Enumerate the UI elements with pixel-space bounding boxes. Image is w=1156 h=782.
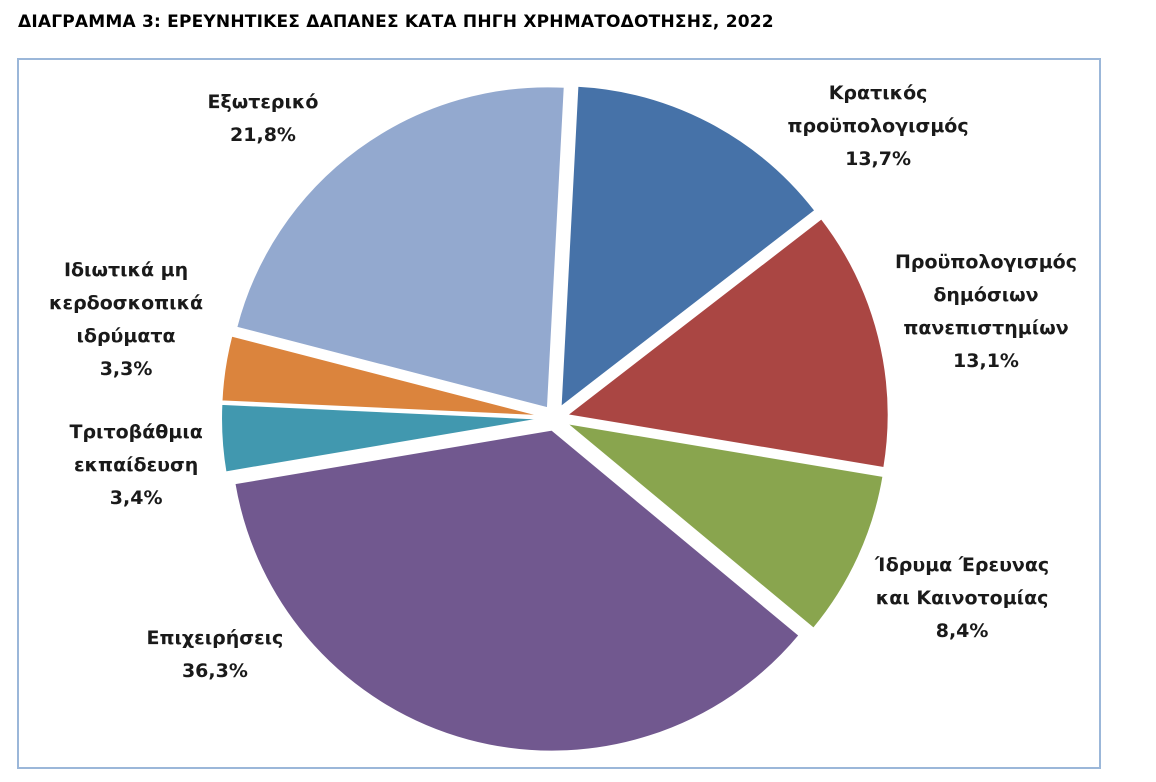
slice-name: Κρατικός bbox=[828, 81, 928, 104]
slice-label: Εξωτερικό 21,8% bbox=[208, 86, 319, 152]
slice-value: 3,3% bbox=[99, 358, 153, 380]
slice-label: Τριτοβάθμια εκπαίδευση 3,4% bbox=[70, 416, 203, 515]
pie-slice bbox=[220, 402, 544, 474]
pie-slice bbox=[220, 334, 544, 418]
slice-name: πανεπιστημίων bbox=[903, 317, 1069, 339]
slice-value: 21,8% bbox=[230, 124, 296, 146]
chart-title: ΔΙΑΓΡΑΜΜΑ 3: ΕΡΕΥΝΗΤΙΚΕΣ ΔΑΠΑΝΕΣ ΚΑΤΑ ΠΗ… bbox=[18, 12, 774, 32]
slice-name: Ιδιωτικά μη bbox=[63, 259, 189, 281]
slice-label: Ίδρυμα Έρευνας και Καινοτομίας 8,4% bbox=[875, 549, 1049, 648]
slice-label: Προϋπολογισμός δημόσιων πανεπιστημίων 13,1% bbox=[895, 246, 1077, 378]
slice-value: 13,1% bbox=[953, 350, 1019, 372]
slice-name: και Καινοτομίας bbox=[875, 586, 1049, 609]
slice-value: 36,3% bbox=[181, 660, 248, 682]
slice-value: 3,4% bbox=[109, 486, 163, 509]
slice-name: Ίδρυμα Έρευνας bbox=[875, 553, 1050, 576]
pie-slice bbox=[233, 428, 801, 753]
slice-name: Τριτοβάθμια bbox=[69, 420, 203, 443]
pie-slice bbox=[562, 421, 885, 631]
slice-name: Εξωτερικό bbox=[207, 91, 319, 113]
slice-value: 8,4% bbox=[935, 619, 989, 642]
slice-value: 13,7% bbox=[845, 147, 912, 170]
slice-label: Κρατικός προϋπολογισμός 13,7% bbox=[788, 77, 969, 176]
pie-slice bbox=[234, 85, 566, 410]
slice-name: κερδοσκοπικά bbox=[49, 292, 204, 314]
slice-name: ιδρύματα bbox=[76, 325, 176, 347]
slice-name: Επιχειρήσεις bbox=[146, 627, 284, 649]
pie-slice bbox=[564, 216, 890, 470]
slice-name: εκπαίδευση bbox=[73, 453, 199, 476]
pie-slice bbox=[559, 84, 817, 410]
slice-label: Επιχειρήσεις 36,3% bbox=[147, 622, 284, 688]
slice-name: δημόσιων bbox=[933, 284, 1039, 306]
slice-name: προϋπολογισμός bbox=[787, 114, 969, 137]
slice-name: Προϋπολογισμός bbox=[895, 251, 1077, 273]
slice-label: Ιδιωτικά μη κερδοσκοπικά ιδρύματα 3,3% bbox=[49, 254, 203, 386]
